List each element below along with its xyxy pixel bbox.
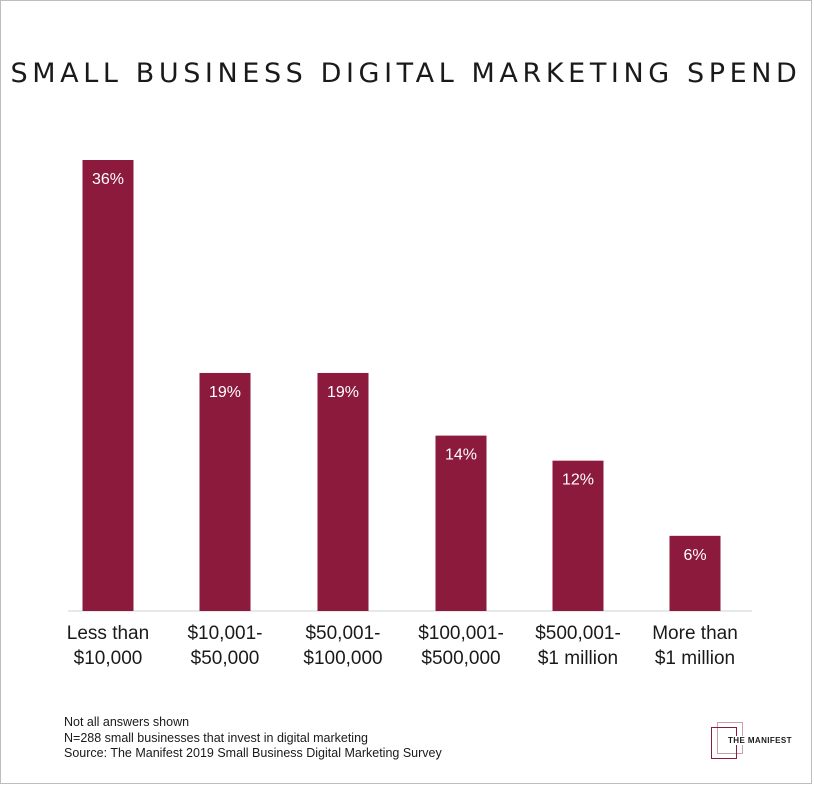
footnote-sample-size: N=288 small businesses that invest in di… bbox=[64, 730, 368, 745]
bar bbox=[199, 372, 251, 611]
category-label: $1 million bbox=[538, 648, 618, 669]
category-label: Less than bbox=[67, 623, 149, 644]
category-label: $500,000 bbox=[421, 648, 500, 669]
category-label: $50,001- bbox=[305, 623, 380, 644]
footnote-source: Source: The Manifest 2019 Small Business… bbox=[64, 746, 442, 760]
bar-value-label: 36% bbox=[92, 171, 124, 188]
category-label: $500,001- bbox=[535, 623, 621, 644]
bar bbox=[552, 460, 604, 611]
bar bbox=[317, 372, 369, 611]
footnotes: Not all answers shown N=288 small busine… bbox=[64, 715, 442, 762]
category-label: $100,001- bbox=[418, 623, 504, 644]
bar bbox=[435, 435, 487, 611]
bar-chart: 36% Less than $10,000 19% $10,001- $50,000 19%… bbox=[67, 160, 752, 669]
category-label: $100,000 bbox=[303, 648, 382, 669]
category-label: $10,001- bbox=[187, 623, 262, 644]
category-label: $10,000 bbox=[74, 648, 143, 669]
category-label: $1 million bbox=[655, 648, 735, 669]
logo-text: THE MANIFEST bbox=[727, 736, 793, 745]
bar-value-label: 19% bbox=[327, 384, 359, 401]
bar-value-label: 12% bbox=[562, 472, 594, 489]
bar-value-label: 19% bbox=[209, 384, 241, 401]
chart-title: SMALL BUSINESS DIGITAL MARKETING SPEND bbox=[10, 58, 802, 89]
category-label: $50,000 bbox=[191, 648, 260, 669]
footnote-sample-note: Not all answers shown bbox=[64, 715, 190, 729]
manifest-logo: THE MANIFEST bbox=[708, 722, 798, 762]
bar-value-label: 14% bbox=[445, 447, 477, 464]
bar bbox=[669, 535, 721, 611]
category-label: More than bbox=[652, 623, 738, 644]
bar bbox=[82, 160, 134, 611]
bar-value-label: 6% bbox=[683, 547, 706, 564]
